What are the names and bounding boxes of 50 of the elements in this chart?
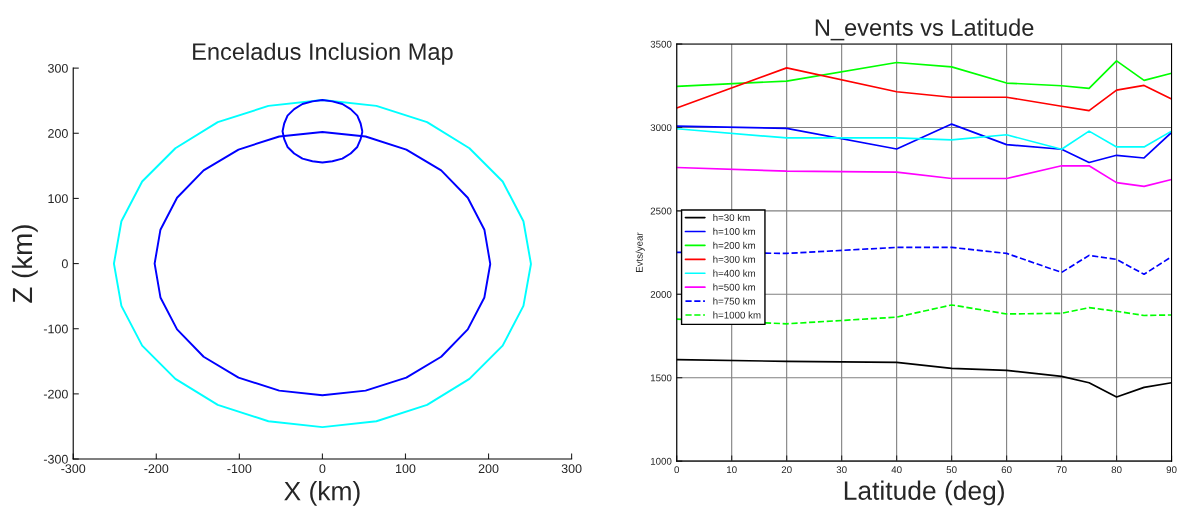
y-tick-label: -200 — [43, 389, 68, 399]
x-tick-label: 300 — [561, 464, 582, 474]
y-axis-title: Evts/year — [635, 232, 645, 273]
y-tick-label: 300 — [47, 63, 68, 73]
y-tick-label: -300 — [43, 454, 68, 464]
line-series — [676, 164, 1172, 188]
legend-label: h=1000 km — [713, 311, 761, 319]
y-tick-label: 3500 — [650, 40, 672, 48]
x-tick-label: 100 — [396, 464, 416, 474]
y-tick-label: 0 — [61, 259, 68, 269]
legend-label: h=750 km — [713, 297, 756, 305]
x-tick-label: -300 — [61, 464, 86, 474]
chart-title: Enceladus Inclusion Map — [193, 42, 453, 65]
line-series — [676, 67, 1172, 112]
x-tick-label: 200 — [478, 464, 499, 474]
legend-label: h=30 km — [713, 213, 750, 222]
x-tick-label: 80 — [1111, 466, 1122, 474]
x-tick-label: -100 — [227, 464, 252, 474]
legend-label: h=500 km — [713, 283, 756, 291]
x-tick-label: 50 — [946, 466, 957, 474]
line-series — [112, 99, 532, 429]
x-tick-label: 30 — [836, 466, 847, 474]
x-axis-title: X (km) — [284, 481, 360, 506]
y-tick-label: 2000 — [650, 291, 672, 298]
y-tick-label: 100 — [48, 194, 68, 204]
y-tick-label: 1000 — [650, 457, 672, 465]
y-tick-label: 2500 — [650, 207, 672, 215]
y-tick-label: 3000 — [650, 124, 672, 132]
y-tick-label: 200 — [48, 129, 68, 138]
x-tick-label: 20 — [781, 466, 792, 474]
legend-label: h=300 km — [713, 255, 756, 263]
x-tick-label: 90 — [1166, 466, 1177, 474]
chart-title: N_events vs Latitude — [815, 18, 1034, 41]
legend-label: h=100 km — [713, 227, 756, 235]
x-tick-label: -200 — [144, 464, 169, 474]
x-tick-label: 70 — [1056, 466, 1067, 474]
x-tick-label: 40 — [891, 466, 902, 474]
line-series — [676, 123, 1172, 164]
line-series — [676, 60, 1172, 90]
legend-label: h=200 km — [713, 241, 756, 249]
x-tick-label: 0 — [674, 466, 680, 474]
y-tick-label: -100 — [43, 324, 68, 334]
legend-label: h=400 km — [713, 269, 756, 277]
x-tick-label: 0 — [319, 464, 326, 474]
x-tick-label: 60 — [1001, 466, 1012, 474]
y-axis-title: Z (km) — [11, 225, 38, 303]
x-axis-title: Latitude (deg) — [844, 480, 1004, 506]
line-series — [676, 127, 1172, 151]
y-tick-label: 1500 — [650, 374, 672, 382]
x-tick-label: 10 — [727, 466, 737, 474]
